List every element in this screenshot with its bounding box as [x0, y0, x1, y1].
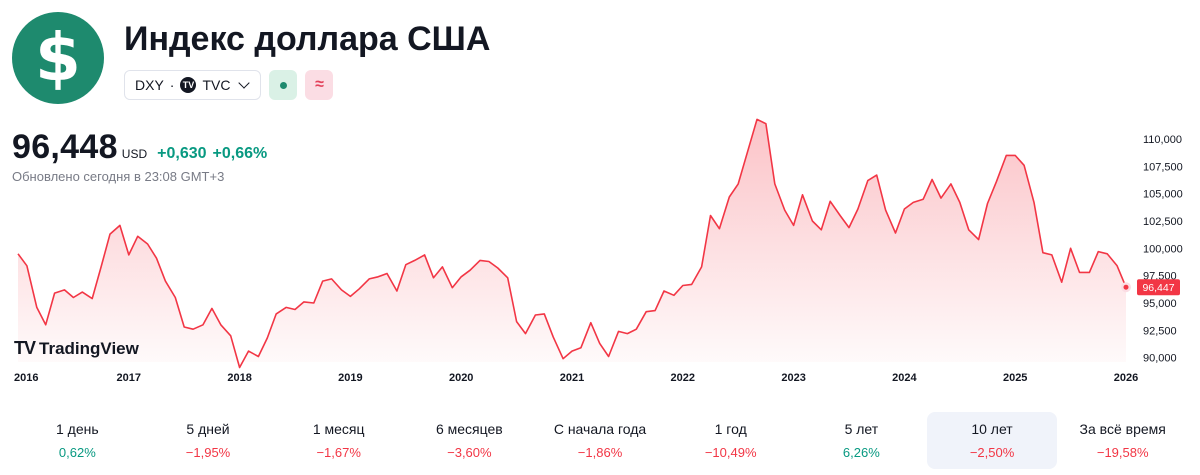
period-change: 0,62%	[58, 445, 96, 460]
y-tick-label: 100,000	[1143, 243, 1183, 255]
period-tab[interactable]: С начала года −1,86%	[535, 412, 666, 469]
x-tick-label: 2022	[671, 372, 695, 384]
y-tick-label: 102,500	[1143, 216, 1183, 228]
period-label: С начала года	[553, 421, 647, 437]
price-chart[interactable]: 110,000107,500105,000102,500100,00097,50…	[0, 0, 1200, 400]
y-tick-label: 105,000	[1143, 189, 1183, 201]
series-line	[17, 118, 1127, 369]
period-change: −3,60%	[447, 445, 492, 460]
x-tick-label: 2025	[1003, 372, 1027, 384]
x-tick-label: 2026	[1114, 372, 1138, 384]
y-tick-label: 107,500	[1143, 161, 1183, 173]
symbol-exchange-selector[interactable]: DXY · TV TVC	[124, 70, 262, 100]
x-tick-label: 2024	[892, 372, 917, 384]
period-tab[interactable]: 5 лет 6,26%	[796, 412, 927, 469]
y-tick-label: 92,500	[1143, 325, 1177, 337]
y-tick-label: 95,000	[1143, 298, 1177, 310]
last-value-label: 96,447	[1142, 282, 1174, 294]
period-change: −10,49%	[704, 445, 757, 460]
period-label: 10 лет	[971, 421, 1013, 437]
period-tab[interactable]: За всё время −19,58%	[1057, 412, 1188, 469]
period-change: −1,95%	[185, 445, 231, 460]
green-dot-icon	[279, 81, 287, 89]
period-tab[interactable]: 1 год −10,49%	[665, 412, 796, 469]
x-tick-label: 2021	[560, 372, 584, 384]
period-tab[interactable]: 1 день 0,62%	[12, 412, 143, 469]
last-value-badge	[1137, 279, 1180, 296]
ticker-label: DXY	[135, 77, 164, 93]
period-label: За всё время	[1079, 421, 1166, 437]
x-tick-label: 2023	[781, 372, 805, 384]
y-tick-label: 110,000	[1143, 134, 1182, 146]
change-absolute: +0,630	[157, 145, 207, 162]
x-tick-label: 2017	[117, 372, 141, 384]
period-label: 1 год	[714, 421, 747, 437]
last-point	[1123, 284, 1129, 290]
series-area	[18, 119, 1126, 368]
period-change: −1,86%	[577, 445, 623, 460]
y-tick-label: 90,000	[1143, 353, 1177, 365]
approx-icon: ≈	[315, 76, 324, 93]
period-change: −19,58%	[1096, 445, 1149, 460]
exchange-label: TVC	[202, 77, 231, 93]
period-tab[interactable]: 6 месяцев −3,60%	[404, 412, 535, 469]
period-change: −2,50%	[969, 445, 1015, 460]
dollar-logo-icon: $	[12, 12, 104, 104]
approx-button[interactable]: ≈	[305, 70, 334, 100]
exchange-logo-icon: TV	[180, 77, 197, 93]
currency-label: USD	[121, 147, 148, 161]
x-tick-label: 2018	[227, 372, 251, 384]
period-tab[interactable]: 5 дней −1,95%	[143, 412, 274, 469]
updated-time: Обновлено сегодня в 23:08 GMT+3	[12, 169, 225, 184]
change-percent: +0,66%	[212, 145, 268, 162]
period-label: 5 лет	[844, 421, 879, 437]
watermark-text: TradingView	[39, 338, 139, 358]
x-tick-label: 2020	[449, 372, 473, 384]
performance-periods: 1 день 0,62% 5 дней −1,95% 1 месяц −1,67% 6 ме…	[12, 412, 1188, 469]
period-label: 1 месяц	[312, 421, 365, 437]
tradingview-logo-icon: TV	[14, 338, 36, 358]
period-change: −1,67%	[316, 445, 361, 460]
page-title: Индекс доллара США	[124, 20, 491, 58]
market-status-button[interactable]	[269, 70, 298, 100]
period-label: 6 месяцев	[435, 421, 503, 437]
period-change: 6,26%	[842, 445, 880, 460]
x-tick-label: 2019	[338, 372, 362, 384]
tradingview-watermark: TV TradingView	[14, 338, 139, 359]
quote-row: 96,448 USD +0,630 +0,66%	[12, 128, 267, 167]
period-tab[interactable]: 1 месяц −1,67%	[273, 412, 404, 469]
symbol-toolbar: DXY · TV TVC ≈	[124, 70, 334, 100]
separator-dot: ·	[169, 77, 175, 93]
period-label: 5 дней	[186, 421, 230, 437]
period-label: 1 день	[56, 421, 99, 437]
last-price: 96,448	[12, 128, 118, 166]
x-tick-label: 2016	[14, 372, 38, 384]
period-tab[interactable]: 10 лет −2,50%	[926, 412, 1058, 469]
